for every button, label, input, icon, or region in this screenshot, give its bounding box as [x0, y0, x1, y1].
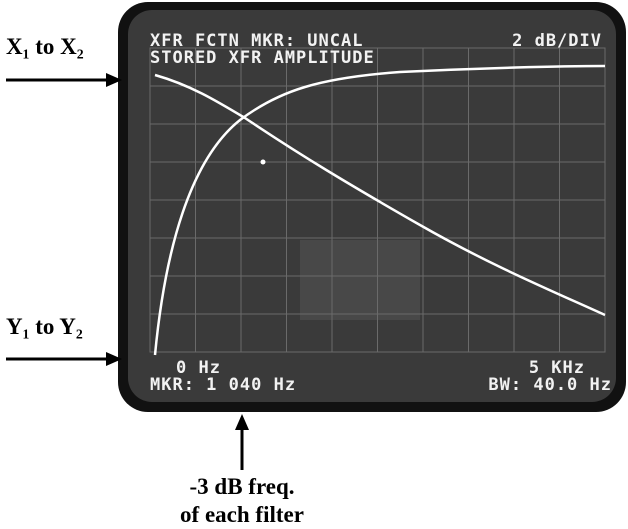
graticule — [149, 47, 606, 353]
x-start: 0 Hz — [176, 358, 221, 378]
marker-dot — [260, 159, 266, 165]
bandwidth-readout: BW: 40.0 Hz — [488, 375, 612, 395]
marker-note: -3 dB freq. — [190, 474, 295, 499]
arrow-head — [235, 414, 249, 430]
screen-glare — [300, 240, 420, 320]
arrow-head — [106, 73, 122, 87]
subtitle: STORED XFR AMPLITUDE — [150, 48, 375, 68]
header-right: 2 dB/DIV — [512, 31, 602, 51]
rising-trace — [153, 64, 606, 356]
falling-trace — [154, 73, 606, 317]
y-trace-label: Y₁ to Y₂ — [6, 314, 83, 339]
screen — [128, 10, 616, 402]
header-left: XFR FCTN MKR: UNCAL — [150, 31, 363, 51]
x-trace-label: X₁ to X₂ — [6, 34, 84, 59]
marker-readout: MKR: 1 040 Hz — [150, 375, 296, 395]
arrow-head — [106, 352, 122, 366]
x-end: 5 KHz — [529, 358, 585, 378]
marker-note: of each filter — [180, 502, 304, 527]
